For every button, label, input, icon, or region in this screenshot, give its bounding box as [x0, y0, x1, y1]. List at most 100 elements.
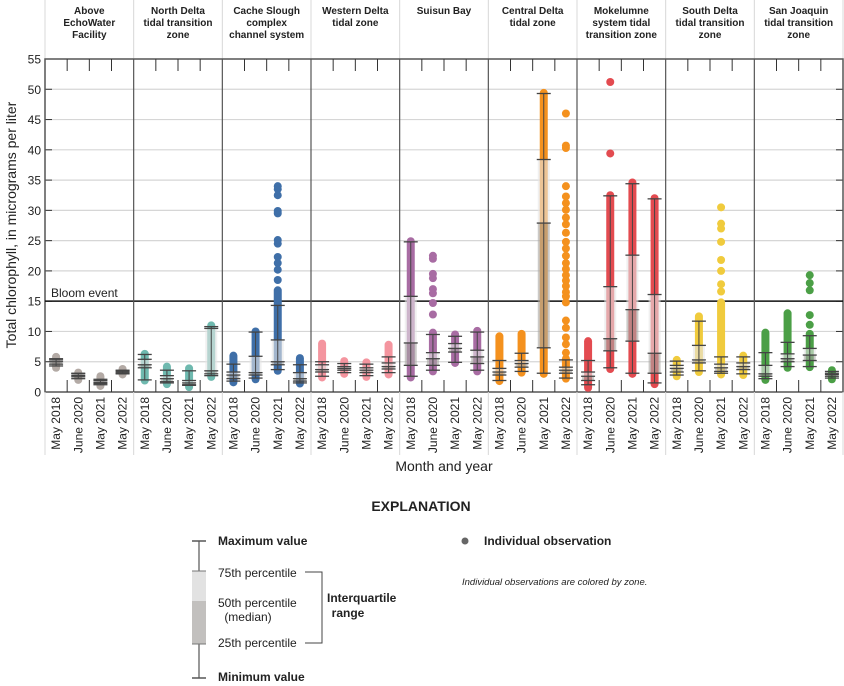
y-tick-label: 10: [28, 325, 42, 339]
observation-point: [805, 279, 814, 288]
panel-title: Suisun Bay: [417, 6, 472, 17]
legend: EXPLANATION Maximum value 75th percentil…: [192, 498, 647, 684]
legend-min-label: Minimum value: [218, 670, 305, 684]
observation-point: [273, 252, 282, 261]
observation-point: [561, 333, 570, 342]
category-label: May 2021: [93, 397, 107, 450]
panel-title: Western Delta: [322, 6, 389, 17]
y-tick-label: 20: [28, 264, 42, 278]
bloom-event-label: Bloom event: [51, 286, 118, 300]
category-label: June 2020: [426, 397, 440, 453]
legend-note: Individual observations are colored by z…: [462, 577, 647, 588]
category-label: May 2021: [271, 397, 285, 450]
observation-point: [717, 256, 726, 265]
observation-point: [561, 348, 570, 357]
category-label: May 2018: [404, 397, 418, 450]
y-tick-label: 55: [28, 53, 42, 67]
panel-title: system tidal: [592, 18, 650, 29]
category-label: May 2021: [714, 397, 728, 450]
legend-title: EXPLANATION: [371, 498, 470, 514]
observation-point: [717, 237, 726, 246]
panel-title: EchoWater: [63, 18, 115, 29]
y-tick-label: 25: [28, 234, 42, 248]
panel-title: Mokelumne: [594, 6, 649, 17]
category-label: May 2022: [559, 397, 573, 450]
y-tick-label: 15: [28, 295, 42, 309]
category-label: June 2020: [603, 397, 617, 453]
panel-title: South Delta: [682, 6, 738, 17]
category-label: May 2022: [470, 397, 484, 450]
observation-point: [561, 228, 570, 237]
observation-point: [561, 237, 570, 246]
plot-area: 0 5 10 15 20 25 30 35 40 45 50 55 Bloom event AboveEc…: [28, 0, 844, 455]
observation-point: [561, 141, 570, 150]
iqr-bracket: [305, 571, 323, 644]
observation-point: [561, 298, 570, 307]
observation-column: [717, 298, 726, 379]
y-tick-label: 0: [34, 386, 41, 400]
legend-box-symbol: [192, 540, 206, 679]
observation-point: [428, 251, 437, 260]
legend-iqr-label-1: Interquartile: [327, 591, 397, 605]
observation-point: [561, 265, 570, 274]
panel-title: San Joaquin: [769, 6, 828, 17]
observation-point: [561, 323, 570, 332]
observation-point: [561, 182, 570, 191]
category-label: May 2018: [581, 397, 595, 450]
observation-point: [561, 340, 570, 349]
observation-point: [561, 192, 570, 201]
category-label: May 2018: [492, 397, 506, 450]
observation-point: [561, 288, 570, 297]
x-axis-label: Month and year: [395, 458, 493, 474]
observation-point: [717, 287, 726, 296]
category-label: May 2021: [359, 397, 373, 450]
observation-point: [561, 220, 570, 229]
observation-point: [273, 259, 282, 268]
category-label: May 2021: [803, 397, 817, 450]
observation-point: [561, 259, 570, 268]
category-label: May 2018: [758, 397, 772, 450]
category-label: May 2022: [293, 397, 307, 450]
panel-title: Facility: [72, 30, 107, 41]
category-label: May 2021: [182, 397, 196, 450]
category-label: May 2021: [448, 397, 462, 450]
panel-title: Above: [74, 6, 105, 17]
observation-point: [561, 205, 570, 214]
observation-point: [561, 199, 570, 208]
observation-point: [273, 191, 282, 200]
y-tick-label: 45: [28, 113, 42, 127]
panel-title: tidal transition: [144, 18, 213, 29]
observation-point: [717, 219, 726, 228]
observation-point: [561, 244, 570, 253]
legend-max-label: Maximum value: [218, 534, 308, 548]
observation-point: [805, 311, 814, 320]
category-label: May 2022: [204, 397, 218, 450]
category-label: June 2020: [515, 397, 529, 453]
y-tick-label: 35: [28, 174, 42, 188]
panel-title: Cache Slough: [233, 6, 300, 17]
observation-point: [561, 271, 570, 280]
observation-point: [561, 251, 570, 260]
category-label: May 2022: [648, 397, 662, 450]
observation-point: [717, 280, 726, 289]
observation-point: [561, 213, 570, 222]
observation-point: [273, 182, 282, 191]
category-label: June 2020: [781, 397, 795, 453]
observation-point: [561, 109, 570, 118]
panel-title: tidal zone: [332, 18, 379, 29]
category-label: May 2018: [138, 397, 152, 450]
observation-point: [428, 298, 437, 307]
legend-median-label: (median): [224, 610, 271, 624]
legend-p50-label: 50th percentile: [218, 596, 297, 610]
panel-title: tidal transition: [764, 18, 833, 29]
category-label: May 2021: [625, 397, 639, 450]
panel-title: Central Delta: [502, 6, 564, 17]
observation-point: [805, 286, 814, 295]
observation-point: [273, 275, 282, 284]
observation-point: [606, 78, 615, 87]
category-label: June 2020: [337, 397, 351, 453]
category-label: May 2022: [825, 397, 839, 450]
category-label: May 2018: [315, 397, 329, 450]
category-label: June 2020: [249, 397, 263, 453]
